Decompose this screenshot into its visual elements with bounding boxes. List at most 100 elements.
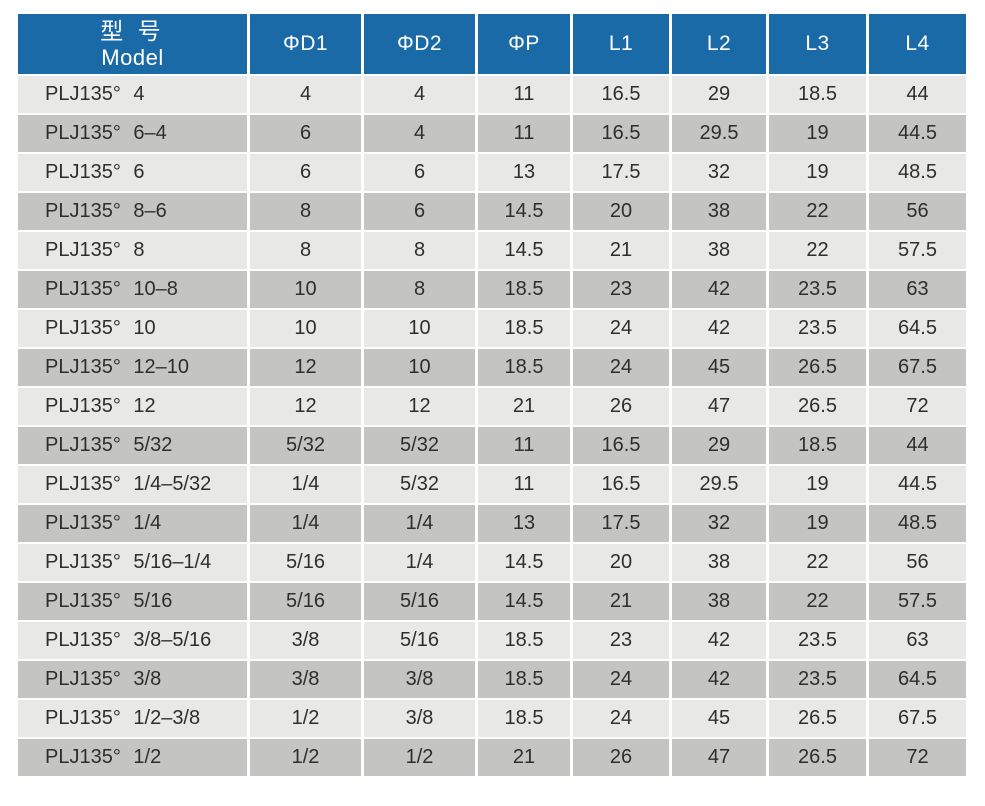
value-cell: 44.5 — [869, 466, 966, 503]
table-row: PLJ135° 5/16 5/16 5/16 14.5 21 38 22 57.… — [18, 583, 966, 620]
value-cell: 1/2 — [250, 739, 361, 776]
value-cell: 48.5 — [869, 154, 966, 191]
table-row: PLJ135° 3/8 3/8 3/8 18.5 24 42 23.5 64.5 — [18, 661, 966, 698]
value-cell: 56 — [869, 544, 966, 581]
model-cell: PLJ135° 1/2 — [18, 739, 247, 776]
value-cell: 3/8 — [364, 700, 475, 737]
model-cell: PLJ135° 6–4 — [18, 115, 247, 152]
value-cell: 24 — [573, 661, 669, 698]
value-cell: 8 — [364, 232, 475, 269]
value-cell: 23.5 — [769, 622, 866, 659]
value-cell: 11 — [478, 115, 570, 152]
value-cell: 20 — [573, 544, 669, 581]
value-cell: 32 — [672, 505, 766, 542]
table-row: PLJ135° 3/8–5/16 3/8 5/16 18.5 23 42 23.… — [18, 622, 966, 659]
value-cell: 29 — [672, 427, 766, 464]
value-cell: 20 — [573, 193, 669, 230]
table-row: PLJ135° 10–8 10 8 18.5 23 42 23.5 63 — [18, 271, 966, 308]
value-cell: 26.5 — [769, 739, 866, 776]
value-cell: 18.5 — [478, 271, 570, 308]
value-cell: 5/16 — [250, 544, 361, 581]
value-cell: 22 — [769, 544, 866, 581]
value-cell: 56 — [869, 193, 966, 230]
value-cell: 11 — [478, 427, 570, 464]
column-header-l1: L1 — [573, 14, 669, 74]
table-row: PLJ135° 12–10 12 10 18.5 24 45 26.5 67.5 — [18, 349, 966, 386]
value-cell: 23.5 — [769, 661, 866, 698]
value-cell: 5/32 — [250, 427, 361, 464]
value-cell: 17.5 — [573, 505, 669, 542]
model-cell: PLJ135° 1/2–3/8 — [18, 700, 247, 737]
value-cell: 42 — [672, 310, 766, 347]
value-cell: 42 — [672, 622, 766, 659]
value-cell: 3/8 — [250, 622, 361, 659]
value-cell: 42 — [672, 271, 766, 308]
table-row: PLJ135° 12 12 12 21 26 47 26.5 72 — [18, 388, 966, 425]
value-cell: 8 — [250, 193, 361, 230]
table-row: PLJ135° 6–4 6 4 11 16.5 29.5 19 44.5 — [18, 115, 966, 152]
model-cell: PLJ135° 8 — [18, 232, 247, 269]
model-cell: PLJ135° 10 — [18, 310, 247, 347]
column-header-l4: L4 — [869, 14, 966, 74]
value-cell: 8 — [364, 271, 475, 308]
value-cell: 14.5 — [478, 193, 570, 230]
value-cell: 1/4 — [250, 466, 361, 503]
value-cell: 32 — [672, 154, 766, 191]
value-cell: 38 — [672, 583, 766, 620]
value-cell: 5/16 — [364, 583, 475, 620]
value-cell: 57.5 — [869, 232, 966, 269]
value-cell: 3/8 — [250, 661, 361, 698]
model-cell: PLJ135° 10–8 — [18, 271, 247, 308]
value-cell: 26 — [573, 739, 669, 776]
value-cell: 6 — [364, 154, 475, 191]
value-cell: 22 — [769, 583, 866, 620]
column-header-l2: L2 — [672, 14, 766, 74]
value-cell: 18.5 — [478, 700, 570, 737]
value-cell: 10 — [250, 271, 361, 308]
model-cell: PLJ135° 3/8 — [18, 661, 247, 698]
value-cell: 3/8 — [364, 661, 475, 698]
table-row: PLJ135° 1/2–3/8 1/2 3/8 18.5 24 45 26.5 … — [18, 700, 966, 737]
column-header-l3: L3 — [769, 14, 866, 74]
table-row: PLJ135° 6 6 6 13 17.5 32 19 48.5 — [18, 154, 966, 191]
value-cell: 14.5 — [478, 583, 570, 620]
value-cell: 1/2 — [364, 739, 475, 776]
value-cell: 26.5 — [769, 349, 866, 386]
value-cell: 13 — [478, 154, 570, 191]
table-row: PLJ135° 8–6 8 6 14.5 20 38 22 56 — [18, 193, 966, 230]
value-cell: 44.5 — [869, 115, 966, 152]
value-cell: 5/32 — [364, 466, 475, 503]
value-cell: 21 — [573, 232, 669, 269]
value-cell: 45 — [672, 700, 766, 737]
model-header-chinese: 型 号 — [100, 18, 165, 44]
value-cell: 18.5 — [769, 427, 866, 464]
value-cell: 24 — [573, 700, 669, 737]
value-cell: 38 — [672, 193, 766, 230]
value-cell: 23 — [573, 622, 669, 659]
table-row: PLJ135° 1/4–5/32 1/4 5/32 11 16.5 29.5 1… — [18, 466, 966, 503]
value-cell: 12 — [250, 388, 361, 425]
model-cell: PLJ135° 6 — [18, 154, 247, 191]
value-cell: 21 — [573, 583, 669, 620]
model-spec-table: 型 号 Model ΦD1 ΦD2 ΦP L1 L2 L3 L4 PLJ135° 4 4 4… — [15, 12, 969, 778]
value-cell: 18.5 — [769, 76, 866, 113]
model-cell: PLJ135° 12–10 — [18, 349, 247, 386]
table-row: PLJ135° 8 8 8 14.5 21 38 22 57.5 — [18, 232, 966, 269]
value-cell: 14.5 — [478, 544, 570, 581]
value-cell: 24 — [573, 349, 669, 386]
table-row: PLJ135° 10 10 10 18.5 24 42 23.5 64.5 — [18, 310, 966, 347]
value-cell: 18.5 — [478, 349, 570, 386]
value-cell: 26.5 — [769, 700, 866, 737]
model-cell: PLJ135° 4 — [18, 76, 247, 113]
value-cell: 64.5 — [869, 310, 966, 347]
value-cell: 4 — [364, 115, 475, 152]
value-cell: 17.5 — [573, 154, 669, 191]
value-cell: 19 — [769, 466, 866, 503]
table-header: 型 号 Model ΦD1 ΦD2 ΦP L1 L2 L3 L4 — [18, 14, 966, 74]
value-cell: 23.5 — [769, 271, 866, 308]
value-cell: 23.5 — [769, 310, 866, 347]
value-cell: 5/32 — [364, 427, 475, 464]
value-cell: 8 — [250, 232, 361, 269]
value-cell: 38 — [672, 544, 766, 581]
